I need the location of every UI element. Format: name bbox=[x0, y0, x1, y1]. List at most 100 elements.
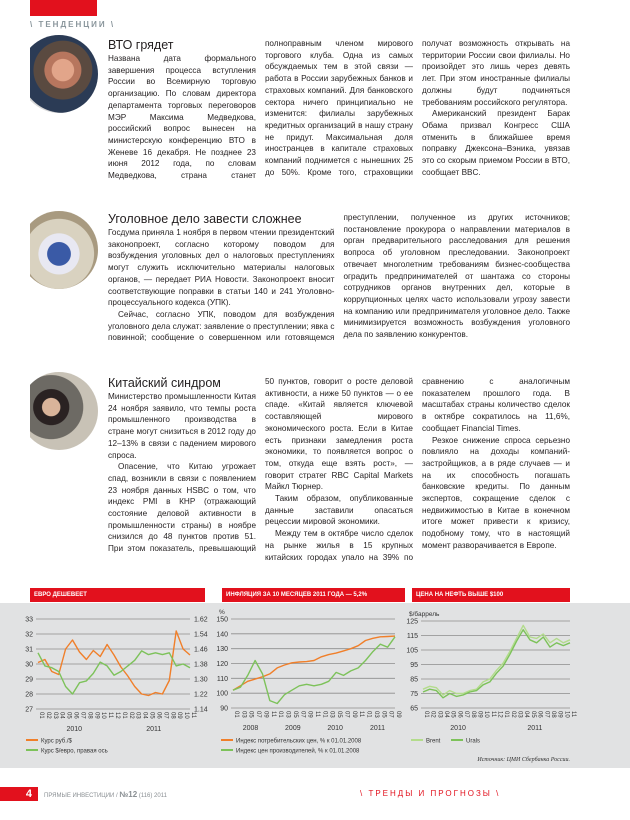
y-tick-label: 100 bbox=[216, 691, 228, 698]
y-tick-label: 115 bbox=[407, 633, 418, 640]
x-tick-label: 05 bbox=[450, 711, 456, 718]
article-paragraph: Американский президент Барак Обама призв… bbox=[422, 109, 570, 177]
x-tick-label: 07 bbox=[388, 711, 394, 718]
legend-label: Курс руб./$ bbox=[41, 739, 73, 745]
article-paragraph: Названа дата формального завершения проц… bbox=[108, 39, 570, 181]
y-tick-label: 125 bbox=[406, 619, 418, 626]
year-label: 2010 bbox=[66, 726, 82, 733]
y-tick-label: 90 bbox=[220, 706, 228, 713]
article-paragraph: Резкое снижение спроса серьезно повлияло… bbox=[422, 435, 570, 550]
top-red-bar bbox=[30, 0, 97, 16]
x-tick-label: 02 bbox=[128, 712, 134, 719]
x-tick-label: 10 bbox=[483, 711, 489, 718]
legend-label: Индекс потребительских цен, % к 01.01.20… bbox=[236, 739, 362, 745]
y-tick-label: 33 bbox=[25, 617, 33, 624]
x-tick-label: 09 bbox=[93, 712, 99, 719]
x-tick-label: 01 bbox=[321, 711, 327, 718]
photo-portrait bbox=[30, 35, 100, 115]
x-tick-label: 12 bbox=[497, 711, 503, 718]
year-label: 2008 bbox=[243, 725, 259, 732]
rubric: \ ТЕНДЕНЦИИ \ bbox=[30, 20, 116, 29]
x-tick-label: 07 bbox=[79, 712, 85, 719]
x-tick-label: 09 bbox=[557, 711, 563, 718]
x-tick-label: 04 bbox=[523, 711, 529, 718]
y-tick-label: 65 bbox=[410, 706, 418, 713]
legend-label: Brent bbox=[426, 739, 441, 745]
article-title: ВТО грядет bbox=[108, 38, 174, 52]
x-tick-label: 08 bbox=[169, 712, 175, 719]
legend-label: Urals bbox=[466, 739, 480, 745]
article-paragraph: Между тем в октябре число сделок на рынк… bbox=[265, 377, 570, 562]
legend-label: Индекс цен производителей, % к 01.01.200… bbox=[236, 748, 360, 755]
x-tick-label: 04 bbox=[59, 712, 65, 719]
x-tick-label: 01 bbox=[423, 711, 429, 718]
y-tick-label: 95 bbox=[410, 662, 418, 669]
article-title: Китайский синдром bbox=[108, 376, 221, 390]
y2-tick-label: 1.62 bbox=[194, 617, 208, 624]
x-tick-label: 10 bbox=[100, 712, 106, 719]
x-tick-label: 06 bbox=[537, 711, 543, 718]
y-tick-label: 27 bbox=[25, 707, 33, 714]
year-label: 2009 bbox=[285, 725, 301, 732]
y-tick-label: 120 bbox=[216, 661, 228, 668]
article-paragraph: Министерство промышленности Китая 24 ноя… bbox=[108, 392, 256, 460]
y-tick-label: 105 bbox=[406, 648, 418, 655]
x-tick-label: 07 bbox=[299, 711, 305, 718]
x-tick-label: 06 bbox=[73, 712, 79, 719]
x-tick-label: 03 bbox=[52, 712, 58, 719]
y-axis-label: % bbox=[219, 609, 225, 616]
x-tick-label: 08 bbox=[86, 712, 92, 719]
x-tick-label: 05 bbox=[530, 711, 536, 718]
x-tick-label: 03 bbox=[240, 711, 246, 718]
chart-title-euro: ЕВРО ДЕШЕВЕЕТ bbox=[30, 588, 205, 602]
x-tick-label: 03 bbox=[373, 711, 379, 718]
x-tick-label: 11 bbox=[190, 712, 196, 719]
x-tick-label: 01 bbox=[277, 711, 283, 718]
article-paragraph: Госдума приняла 1 ноября в первом чтении… bbox=[108, 228, 335, 308]
y-tick-label: 140 bbox=[216, 631, 228, 638]
magazine-name: ПРЯМЫЕ ИНВЕСТИЦИИ / bbox=[44, 793, 118, 799]
x-tick-label: 05 bbox=[380, 711, 386, 718]
x-tick-label: 01 bbox=[503, 711, 509, 718]
charts: 27 1.14 28 1.22 29 1.30 30 1.38 31 1.46 32 1.54 33 1.… bbox=[25, 609, 576, 755]
article-criminal-case: Уголовное дело завести сложнее Госдума п… bbox=[108, 212, 570, 347]
x-tick-label: 07 bbox=[543, 711, 549, 718]
x-tick-label: 07 bbox=[463, 711, 469, 718]
source-note: Источник: ЦМИ Сбербанка России. bbox=[477, 757, 570, 763]
y2-tick-label: 1.14 bbox=[194, 707, 208, 714]
issue-extra: (116) 2011 bbox=[138, 793, 167, 799]
page-number: 4 bbox=[0, 787, 38, 801]
year-label: 2011 bbox=[370, 725, 385, 732]
x-tick-label: 01 bbox=[121, 712, 127, 719]
article-paragraph: Опасение, что Китаю угрожает спад, возни… bbox=[108, 377, 413, 554]
x-tick-label: 09 bbox=[262, 711, 268, 718]
series-line bbox=[232, 635, 396, 691]
x-tick-label: 01 bbox=[366, 711, 372, 718]
article-paragraph: Сейчас, согласно УПК, поводом для возбуж… bbox=[108, 213, 570, 343]
year-label: 2011 bbox=[527, 725, 542, 732]
article-title: Уголовное дело завести сложнее bbox=[108, 212, 302, 226]
photo-emblem bbox=[30, 211, 100, 291]
y-tick-label: 85 bbox=[410, 677, 418, 684]
x-tick-label: 07 bbox=[343, 711, 349, 718]
x-tick-label: 07 bbox=[162, 712, 168, 719]
year-label: 2011 bbox=[146, 726, 161, 733]
x-tick-label: 10 bbox=[183, 712, 189, 719]
x-tick-label: 05 bbox=[149, 712, 155, 719]
y-tick-label: 110 bbox=[217, 676, 228, 683]
x-tick-label: 02 bbox=[510, 711, 516, 718]
article-paragraph: Таким образом, опубликованные данные зас… bbox=[265, 494, 413, 527]
year-label: 2010 bbox=[327, 725, 343, 732]
x-tick-label: 11 bbox=[107, 712, 113, 719]
y-tick-label: 29 bbox=[25, 677, 33, 684]
x-tick-label: 05 bbox=[292, 711, 298, 718]
y-tick-label: 30 bbox=[25, 662, 33, 669]
y-tick-label: 31 bbox=[25, 647, 33, 654]
photo-woman bbox=[30, 372, 100, 452]
y2-tick-label: 1.22 bbox=[194, 692, 208, 699]
x-tick-label: 02 bbox=[430, 711, 436, 718]
article-china: Китайский синдром Министерство промышлен… bbox=[108, 376, 570, 576]
x-tick-label: 06 bbox=[155, 712, 161, 719]
y-axis-label: $/баррель bbox=[409, 610, 440, 618]
x-tick-label: 05 bbox=[336, 711, 342, 718]
